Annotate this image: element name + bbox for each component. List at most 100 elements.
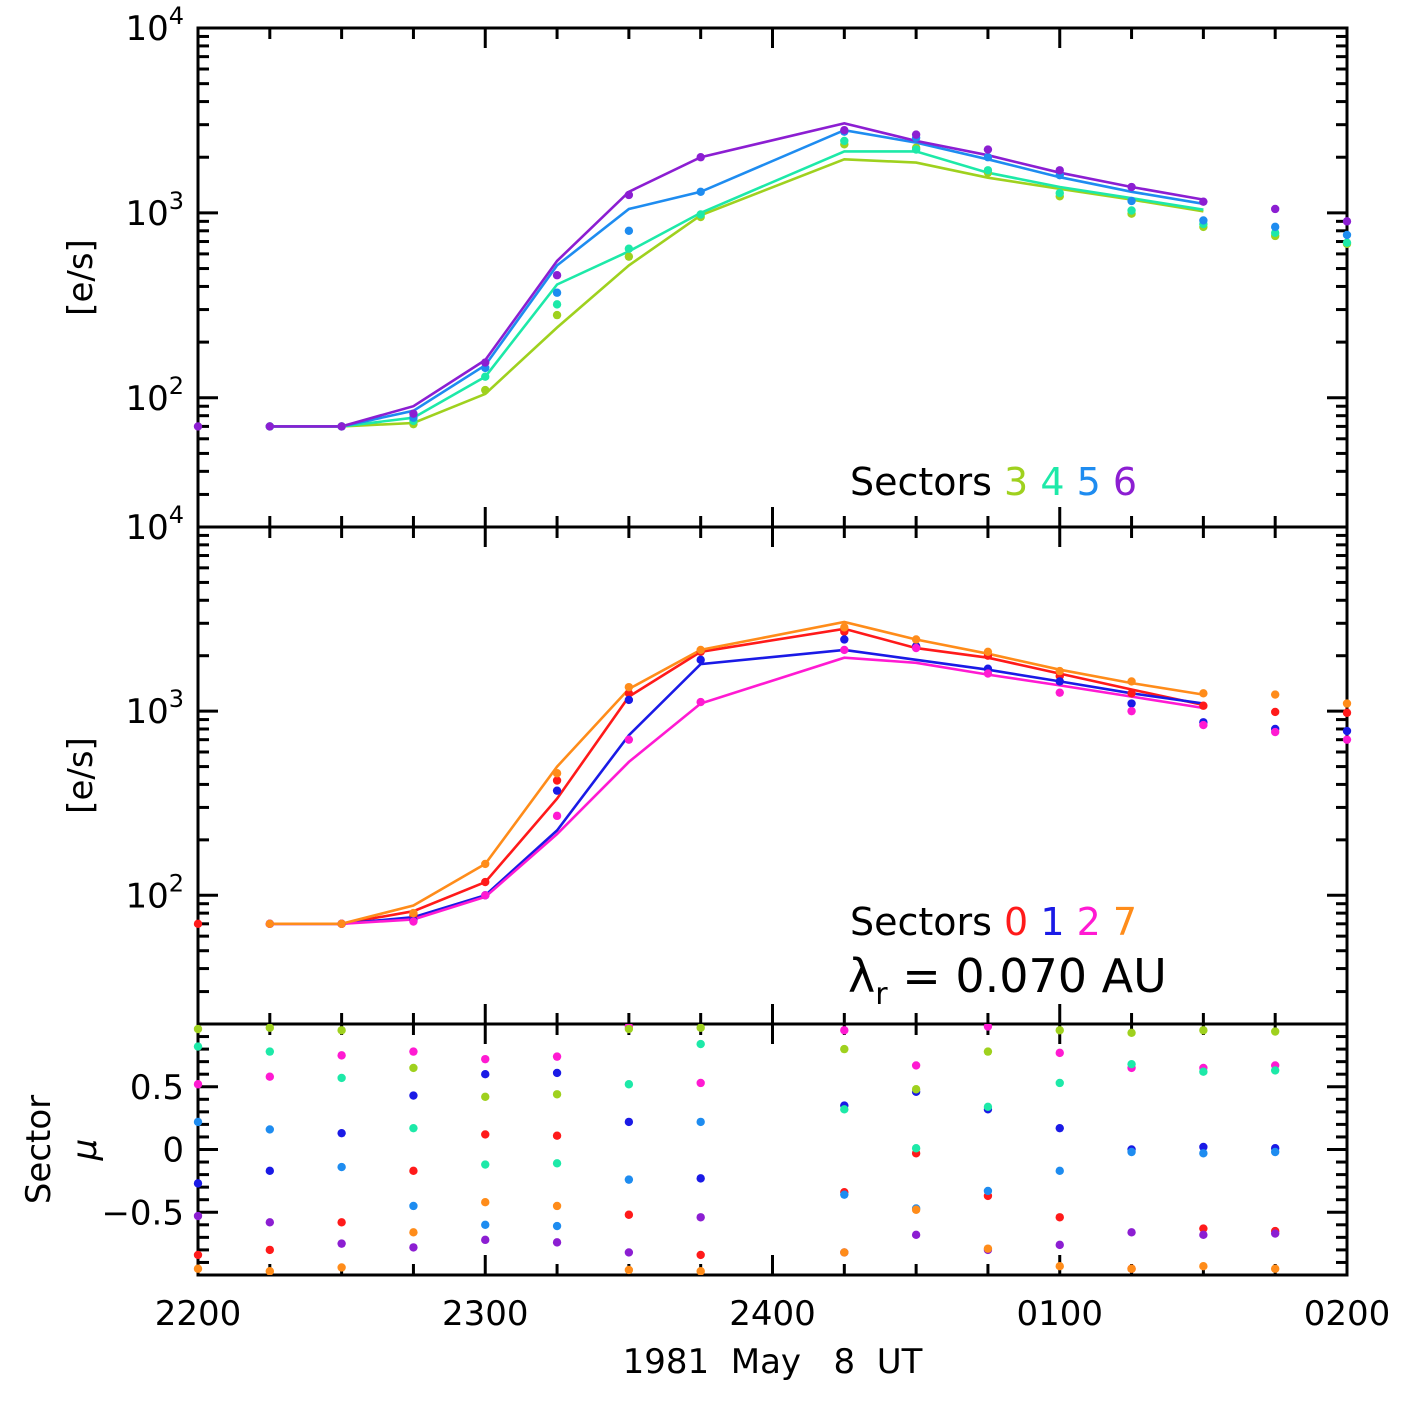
top-panel-legend-item-5: 5 xyxy=(1065,460,1101,504)
middle-panel-series-0-point xyxy=(624,689,634,698)
middle-panel-series-7-point xyxy=(481,859,490,869)
bottom-panel-y-tick-label: −0.5 xyxy=(101,1193,184,1233)
bottom-panel-sector-0-point xyxy=(696,1250,705,1260)
bottom-panel-x-tick-label: 0200 xyxy=(1304,1294,1391,1334)
middle-panel-series-7-point xyxy=(1342,699,1352,708)
bottom-panel-sector-0-point xyxy=(409,1166,418,1176)
middle-panel-series-2-point xyxy=(624,735,634,744)
top-panel-legend-item-6: 6 xyxy=(1101,460,1137,504)
bottom-panel-sector-4-point xyxy=(624,1080,634,1089)
bottom-panel-sector-1-point xyxy=(409,1091,418,1100)
top-panel-series-4-point xyxy=(911,145,921,154)
middle-panel-y-tick-base: 10 xyxy=(125,876,168,916)
bottom-panel-sector-1-point xyxy=(1055,1123,1064,1133)
top-panel-series-5-point xyxy=(1270,222,1280,232)
top-panel-y-tick-label: 102 xyxy=(125,372,184,419)
middle-panel-y-tick-exponent: 4 xyxy=(169,501,184,529)
middle-panel-series-1-point xyxy=(1342,726,1352,736)
middle-panel-series-0-point xyxy=(1199,701,1208,710)
middle-panel-legend-item-0: 0 xyxy=(1004,900,1028,944)
bottom-panel-sector-7-point xyxy=(552,1201,562,1211)
bottom-panel-sector-4-point xyxy=(1055,1078,1064,1088)
top-panel-series-5-point xyxy=(1199,216,1208,225)
bottom-panel-sector-6-point xyxy=(1127,1228,1136,1237)
middle-panel-legend-item-2: 2 xyxy=(1065,900,1101,944)
bottom-panel-sector-5-point xyxy=(193,1117,203,1127)
top-panel-series-4-point xyxy=(1127,206,1136,215)
bottom-panel-sector-3-point xyxy=(193,1024,203,1034)
middle-panel-legend-prefix: Sectors xyxy=(850,900,1004,944)
bottom-panel-sector-2-point xyxy=(409,1047,418,1056)
top-panel-series-6-point xyxy=(696,153,705,162)
top-panel-y-tick-exponent: 2 xyxy=(169,372,184,400)
bottom-panel-sector-6-point xyxy=(624,1248,634,1257)
top-panel-y-tick-base: 10 xyxy=(125,9,168,49)
bottom-panel-sector-6-point xyxy=(1199,1230,1208,1240)
lambda-value: = 0.070 AU xyxy=(888,949,1167,1003)
bottom-panel-y-axis-title-line1: Sector xyxy=(19,1095,59,1204)
top-panel-series-5-point xyxy=(1342,230,1352,240)
bottom-panel-sector-3-point xyxy=(911,1085,921,1094)
top-panel-series-6-point xyxy=(193,422,203,431)
top-panel-series-4-point xyxy=(624,244,634,253)
bottom-panel-sector-3-point xyxy=(1270,1027,1280,1036)
bottom-panel-sector-7-point xyxy=(265,1267,275,1275)
bottom-panel-sector-7-point xyxy=(481,1198,490,1207)
bottom-panel-sector-3-point xyxy=(1055,1026,1064,1035)
middle-panel-series-2-point xyxy=(1342,735,1352,744)
top-panel-legend-item-4: 4 xyxy=(1028,460,1064,504)
bottom-panel-sector-6-point xyxy=(552,1238,562,1247)
top-panel-series-3-point xyxy=(481,385,490,395)
middle-panel-series-2-point xyxy=(409,917,418,926)
bottom-panel-sector-4-point xyxy=(1270,1066,1280,1075)
top-panel-series-5-point xyxy=(552,288,562,297)
middle-panel-series-7-point xyxy=(1199,689,1208,698)
bottom-panel-x-tick-label: 0100 xyxy=(1016,1294,1103,1334)
bottom-panel-sector-4-point xyxy=(265,1047,275,1056)
bottom-panel-sector-5-point xyxy=(337,1162,346,1172)
bottom-panel-sector-2-point xyxy=(265,1072,275,1081)
middle-panel-series-7-point xyxy=(983,647,993,657)
top-panel-series-6-point xyxy=(1342,217,1352,226)
middle-panel-series-7-point xyxy=(696,645,705,655)
bottom-panel-x-axis-title: 1981 May 8 UT xyxy=(623,1342,923,1382)
middle-panel-series-7-point xyxy=(337,919,346,929)
middle-panel-series-1-point xyxy=(696,655,705,665)
bottom-panel-sector-0-point xyxy=(265,1245,275,1255)
bottom-panel-sector-5-point xyxy=(840,1190,849,1199)
middle-panel-series-2-point xyxy=(481,891,490,900)
middle-panel-lambda-annotation: λr = 0.070 AU xyxy=(848,949,1167,1012)
bottom-panel-sector-3-point xyxy=(624,1024,634,1034)
bottom-panel-sector-5-point xyxy=(409,1201,418,1211)
bottom-panel-sector-7-point xyxy=(1055,1262,1064,1271)
middle-panel-series-1-point xyxy=(552,786,562,795)
top-panel-series-4-point xyxy=(840,136,849,146)
middle-panel-legend-item-7: 7 xyxy=(1101,900,1137,944)
bottom-panel-sector-6-point xyxy=(696,1213,705,1222)
bottom-panel-sector-4-point xyxy=(1127,1059,1136,1069)
bottom-panel-x-tick-label: 2400 xyxy=(729,1294,816,1334)
top-panel-series-5-point xyxy=(983,153,993,162)
bottom-panel-sector-6-point xyxy=(193,1211,203,1221)
bottom-panel-sector-3-point xyxy=(481,1092,490,1101)
middle-panel-series-2-point xyxy=(552,811,562,821)
middle-panel-plot-area xyxy=(193,620,1352,929)
top-panel-y-tick-exponent: 4 xyxy=(169,2,184,30)
bottom-panel-sector-5-point xyxy=(624,1175,634,1184)
top-panel-series-4-point xyxy=(1270,228,1280,238)
bottom-panel-sector-6-point xyxy=(337,1239,346,1248)
bottom-panel-sector-7-point xyxy=(193,1264,203,1273)
bottom-panel-sector-7-point xyxy=(624,1265,634,1275)
top-panel-series-4-point xyxy=(1055,188,1064,198)
bottom-panel-sector-1-point xyxy=(1199,1142,1208,1152)
bottom-panel-sector-4-point xyxy=(481,1160,490,1169)
top-panel-plot-area xyxy=(193,121,1352,431)
bottom-panel-sector-2-point xyxy=(552,1052,562,1061)
bottom-panel-sector-4-point xyxy=(1199,1067,1208,1076)
bottom-panel-sector-6-point xyxy=(409,1243,418,1252)
bottom-panel-sector-5-point xyxy=(552,1221,562,1231)
middle-panel-series-2-point xyxy=(983,669,993,678)
bottom-panel-sector-1-point xyxy=(624,1117,634,1127)
